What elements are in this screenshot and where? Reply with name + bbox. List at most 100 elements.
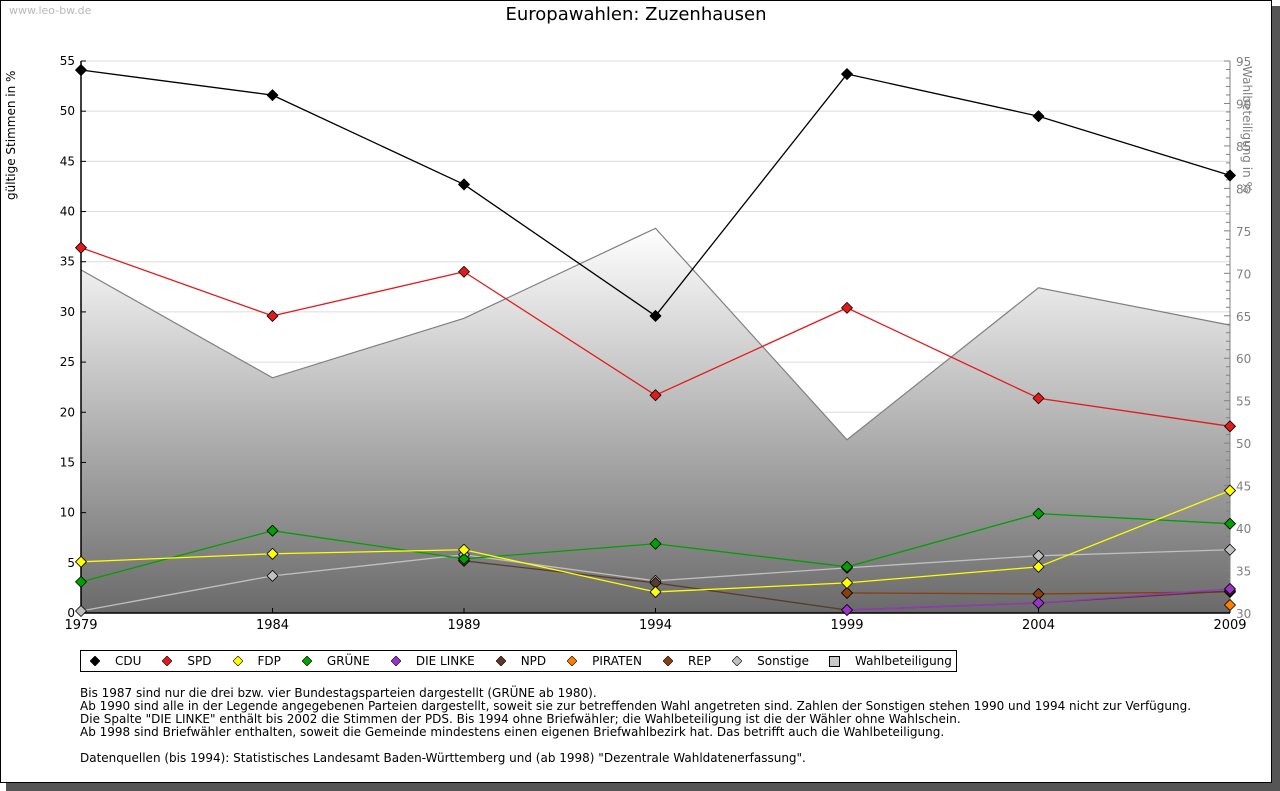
series-line-spd — [463, 271, 656, 396]
legend-label: FDP — [257, 654, 281, 668]
series-line-die-linke — [1038, 588, 1231, 604]
y-tick-label-right: 50 — [1236, 437, 1251, 451]
y-tick-label-left: 0 — [67, 606, 75, 620]
legend-item: FDP — [232, 654, 281, 668]
series-line-rep — [1038, 591, 1231, 595]
y-tick-label-left: 10 — [60, 506, 75, 520]
y-tick-label-left: 25 — [60, 355, 75, 369]
y-axis-label-right: Wahlbeteiligung in % — [1240, 66, 1254, 193]
series-line-gr-ne — [272, 530, 465, 560]
series-line-fdp — [846, 566, 1039, 584]
data-point-piraten — [1224, 599, 1236, 611]
legend-label: PIRATEN — [592, 654, 642, 668]
chart-title: Europawahlen: Zuzenhausen — [505, 4, 767, 25]
data-point-spd — [649, 389, 662, 402]
data-point-fdp — [75, 555, 87, 568]
series-line-cdu — [654, 73, 848, 317]
y-tick-label-left: 15 — [60, 455, 75, 469]
legend-label: GRÜNE — [326, 654, 370, 668]
legend-diamond-icon — [161, 655, 173, 667]
y-tick-label-right: 95 — [1236, 55, 1251, 69]
legend-item: GRÜNE — [301, 654, 370, 668]
turnout-area — [81, 228, 1230, 613]
data-point-fdp — [841, 576, 853, 589]
series-line-gr-ne — [846, 513, 1039, 568]
data-point-rep — [841, 587, 853, 599]
data-point-fdp — [1032, 560, 1045, 573]
series-line-sonstige — [846, 555, 1039, 569]
data-point-sonstige — [1224, 543, 1236, 556]
y-tick-label-right: 40 — [1236, 522, 1251, 536]
y-tick-label-right: 55 — [1236, 395, 1251, 409]
data-point-spd — [75, 241, 87, 254]
chart-plot: 0 5 10 15 20 25 30 35 40 45 50 55 30 35 40 45 50 55 60 65 70… — [60, 54, 1252, 633]
series-line-spd — [1038, 397, 1231, 427]
x-tick-label: 1999 — [830, 618, 863, 633]
y-tick-label-right: 85 — [1236, 140, 1251, 154]
legend-label: REP — [687, 654, 712, 668]
series-line-sonstige — [272, 554, 465, 577]
data-point-gr-ne — [1032, 507, 1045, 520]
x-tick-label: 1994 — [639, 618, 672, 633]
data-point-spd — [1224, 420, 1236, 433]
legend-diamond-icon — [566, 655, 578, 667]
y-tick-label-left: 40 — [60, 205, 75, 219]
legend-diamond-icon — [301, 655, 313, 667]
legend-diamond-icon — [390, 655, 402, 667]
legend-square-icon — [829, 655, 841, 667]
y-tick-label-left: 55 — [60, 54, 75, 68]
data-point-fdp — [1224, 484, 1236, 497]
legend-item: DIE LINKE — [390, 654, 475, 668]
data-point-cdu — [75, 64, 87, 76]
legend-label: DIE LINKE — [415, 654, 475, 668]
x-tick-label: 2004 — [1022, 618, 1055, 633]
legend-diamond-icon — [89, 655, 101, 667]
data-point-gr-ne — [266, 524, 279, 537]
y-tick-label-right: 80 — [1236, 182, 1251, 196]
note-line: Ab 1990 sind alle in der Legende angegeb… — [80, 699, 1192, 713]
y-tick-label-left: 45 — [60, 154, 75, 168]
turnout-line — [80, 227, 1231, 441]
legend-diamond-icon — [232, 655, 244, 667]
legend-label: SPD — [187, 654, 212, 668]
series-line-spd — [80, 247, 273, 317]
data-point-fdp — [649, 586, 662, 598]
data-point-die-linke — [1032, 597, 1045, 609]
series-line-cdu — [463, 183, 656, 317]
data-source: Datenquellen (bis 1994): Statistisches L… — [80, 751, 806, 765]
data-point-fdp — [458, 543, 470, 556]
series-line-spd — [272, 271, 465, 317]
data-point-cdu — [841, 68, 853, 80]
data-point-spd — [1032, 392, 1045, 405]
series-line-gr-ne — [80, 530, 273, 583]
series-line-cdu — [80, 69, 273, 96]
series-line-fdp — [272, 549, 465, 555]
y-tick-label-left: 20 — [60, 405, 75, 419]
data-point-spd — [266, 310, 279, 322]
note-line: Bis 1987 sind nur die drei bzw. vier Bun… — [80, 686, 597, 700]
data-point-gr-ne — [75, 575, 87, 588]
watermark: www.leo-bw.de — [9, 4, 92, 17]
y-tick-label-left: 30 — [60, 305, 75, 319]
x-tick-label: 1984 — [256, 618, 289, 633]
legend-label: Sonstige — [757, 654, 809, 668]
data-point-spd — [841, 301, 853, 314]
y-tick-label-right: 60 — [1236, 352, 1251, 366]
data-point-sonstige — [266, 569, 279, 582]
data-point-spd — [458, 265, 470, 278]
series-line-rep — [846, 592, 1039, 595]
data-point-cdu — [458, 178, 470, 191]
legend-diamond-icon — [662, 655, 674, 667]
note-line: Die Spalte "DIE LINKE" enthält bis 2002 … — [80, 712, 961, 726]
data-point-cdu — [1032, 110, 1045, 123]
x-tick-label: 1989 — [447, 618, 480, 633]
y-tick-label-left: 5 — [67, 556, 75, 570]
data-point-gr-ne — [1224, 517, 1236, 530]
y-tick-label-left: 50 — [60, 104, 75, 118]
data-point-fdp — [266, 547, 279, 560]
window-shadow-bottom — [6, 783, 1280, 791]
legend-label: CDU — [115, 654, 142, 668]
series-line-sonstige — [655, 567, 848, 582]
notes: Bis 1987 sind nur die drei bzw. vier Bun… — [80, 687, 1191, 765]
legend-item: Wahlbeteiligung — [829, 654, 952, 668]
